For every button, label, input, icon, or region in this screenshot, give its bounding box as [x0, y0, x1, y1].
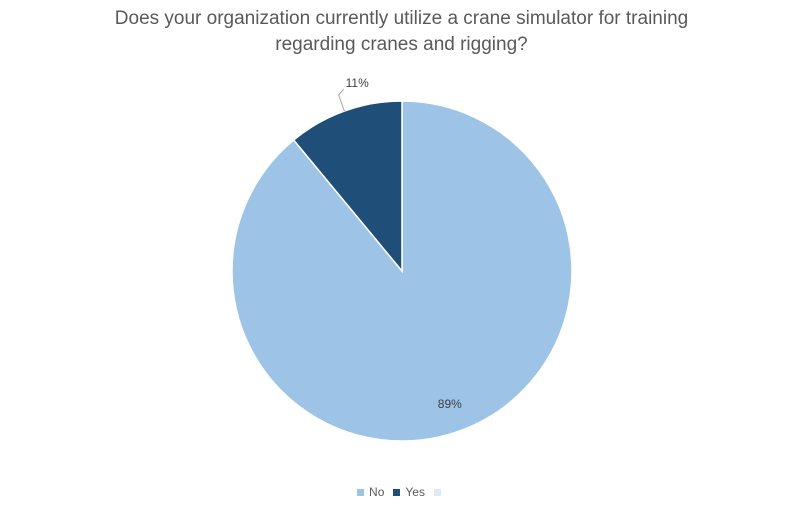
pie-slice-no [231, 100, 573, 442]
legend-swatch-blank [433, 488, 441, 496]
legend-item-blank [433, 484, 446, 500]
legend-item-yes: Yes [393, 484, 425, 500]
pie-slice-yes [292, 100, 403, 274]
chart-legend: No Yes [0, 484, 803, 500]
legend-label-no: No [369, 485, 385, 499]
legend-swatch-yes [393, 488, 401, 496]
data-label-yes: 11% [346, 76, 369, 90]
legend-label-yes: Yes [405, 485, 425, 499]
chart-title-line-1: Does your organization currently utilize… [114, 8, 689, 29]
leader-line-yes [338, 88, 345, 112]
data-label-no: 89% [438, 397, 462, 411]
chart-title-line-2: regarding cranes and rigging? [275, 34, 528, 55]
chart-title: Does your organization currently utilize… [0, 6, 803, 58]
legend-item-no: No [357, 484, 384, 500]
legend-swatch-no [357, 488, 365, 496]
